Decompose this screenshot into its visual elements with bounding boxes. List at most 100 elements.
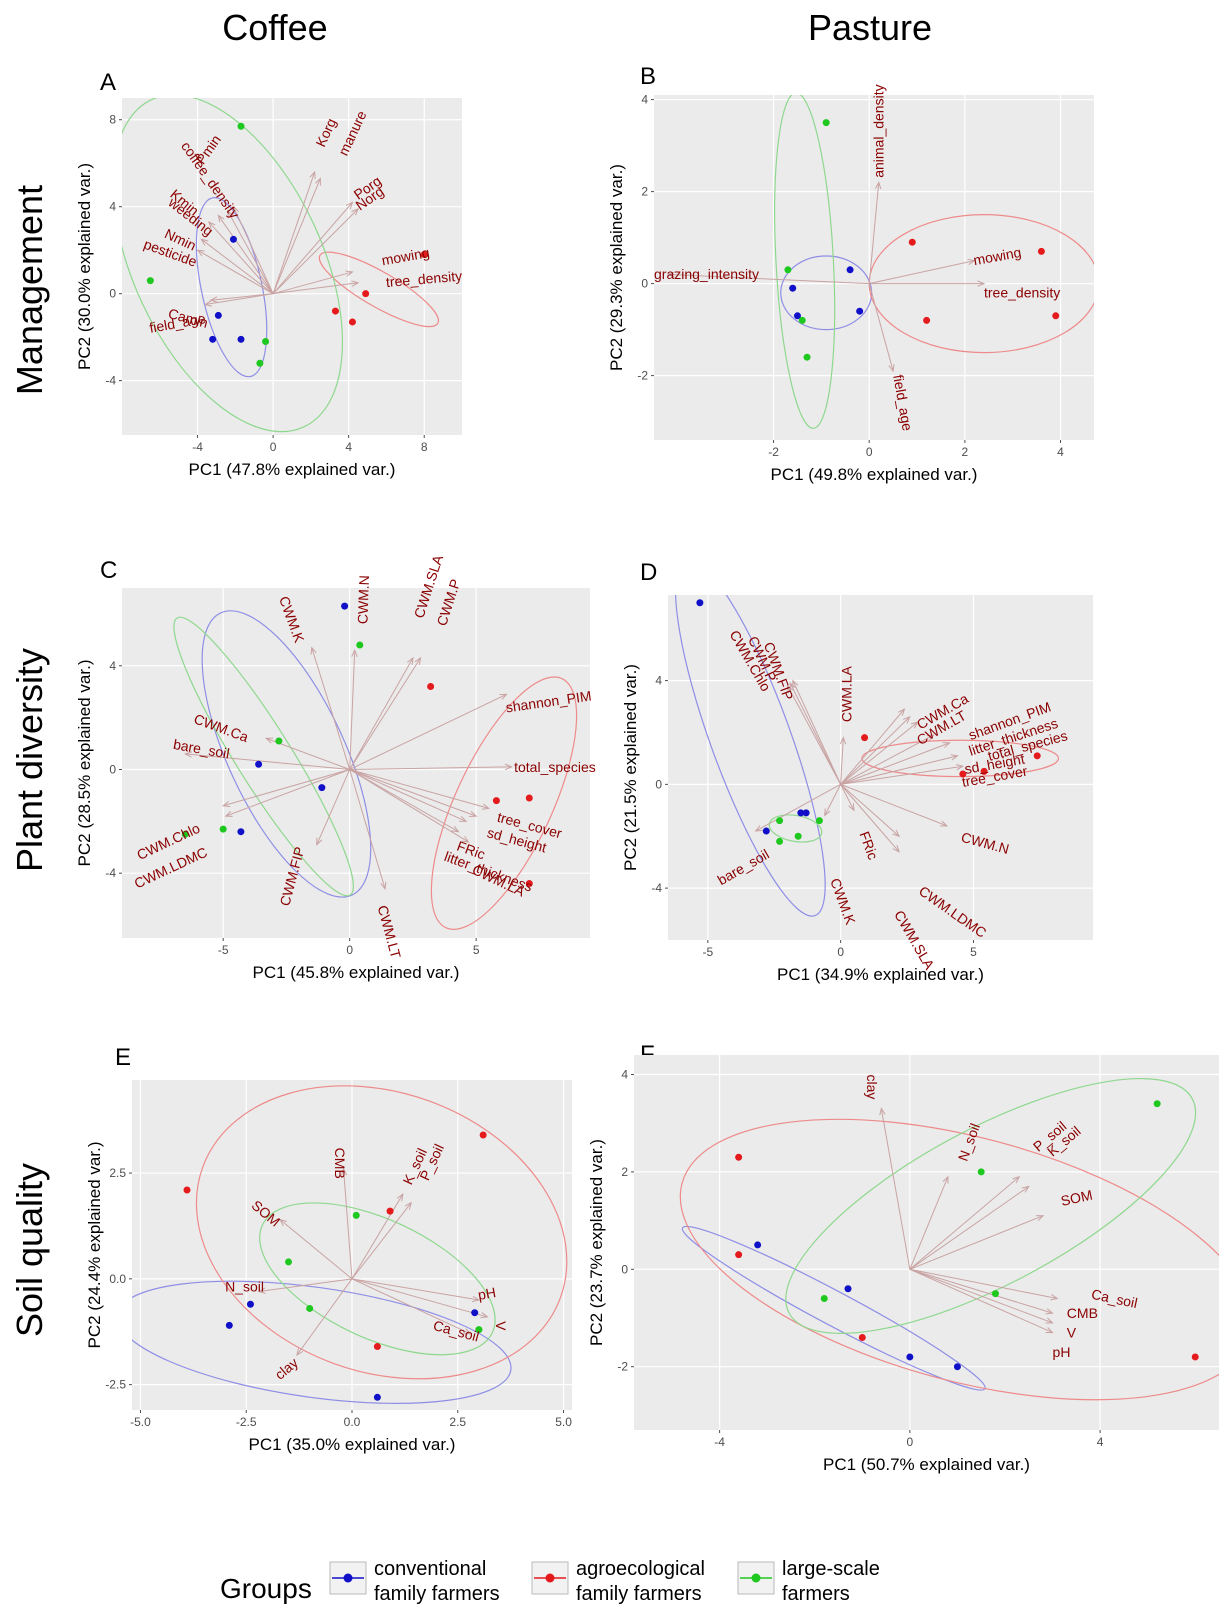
legend-label-large-scale-2: farmers [782, 1583, 850, 1605]
loading-arrow-norg [272, 208, 359, 295]
loading-label-v: V [1067, 1324, 1077, 1340]
point-large-scale [991, 1290, 999, 1298]
plot-content-b [667, 95, 1094, 429]
point-agroecological [1037, 247, 1045, 255]
point-large-scale [822, 119, 830, 127]
loading-arrowhead-weeding [208, 220, 216, 229]
loading-arrow-cwm-k [311, 647, 351, 770]
legend-dot-conventional [343, 1573, 353, 1583]
y-tick-label-b: -2 [637, 369, 648, 383]
loading-arrowhead-fric [459, 815, 468, 822]
legend-item-large-scale: large-scale farmers [737, 1558, 880, 1605]
x-tick-label-d: 5 [970, 945, 977, 959]
point-conventional [696, 599, 704, 607]
loading-arrowhead-camin [209, 296, 218, 303]
loading-arrow-p-soil [351, 1202, 412, 1280]
y-tick-label-a: 8 [109, 113, 116, 127]
loading-arrowhead-cwm-fip [792, 679, 799, 688]
loading-arrow-porg [272, 202, 353, 295]
point-conventional [797, 809, 805, 817]
point-large-scale [285, 1258, 293, 1266]
loading-arrowhead-grazing-intensity [667, 271, 676, 278]
x-tick-label-a: 4 [345, 440, 352, 454]
loading-arrowhead-norg [351, 207, 360, 216]
y-tick-label-e: -2.5 [105, 1378, 126, 1392]
x-tick-label-b: 0 [866, 445, 873, 459]
loading-arrow-mowing [869, 260, 975, 285]
loading-arrowhead-cwm-fip [316, 837, 323, 846]
panel-b: Banimal_densitygrazing_intensitymowingtr… [607, 63, 1094, 484]
point-agroecological [525, 794, 533, 802]
x-tick-label-f: 4 [1097, 1435, 1104, 1449]
loading-arrow-n-soil [258, 1278, 353, 1293]
loading-arrow-ca-soil [351, 1278, 471, 1335]
y-tick-label-f: 2 [621, 1165, 628, 1179]
loading-label-som: SOM [1059, 1187, 1094, 1209]
loading-arrow-pmin [227, 210, 274, 294]
point-conventional [856, 307, 864, 315]
point-large-scale [776, 837, 784, 845]
loading-arrow-cwm-lt [349, 769, 386, 889]
loading-arrow-cwm-p [789, 682, 842, 785]
loading-arrow-cwm-la [349, 769, 469, 843]
loading-arrowhead-fric [848, 803, 855, 812]
loading-arrowhead-cwm-chlo [221, 800, 231, 808]
point-agroecological [525, 880, 533, 888]
x-axis-label-e: PC1 (35.0% explained var.) [249, 1435, 456, 1454]
loading-arrowhead-porg [345, 201, 354, 210]
plot-area-f [634, 1055, 1219, 1430]
loading-arrow-cwm-chlo [223, 769, 350, 807]
loading-arrow-p-soil [909, 1176, 1020, 1270]
legend-label-large-scale-1: large-scale [782, 1558, 880, 1580]
loading-arrowhead-shannon-pim [910, 721, 919, 729]
loading-arrow-v [909, 1268, 1053, 1324]
loading-arrowhead-v [1045, 1317, 1054, 1324]
point-agroecological [331, 307, 339, 315]
loading-arrow-korg [272, 171, 316, 294]
loading-arrowhead-pesticide [196, 249, 205, 257]
loading-arrowhead-cwm-lt [903, 716, 911, 724]
plot-area-d [668, 595, 1093, 940]
legend-label-agroecological-2: family farmers [576, 1583, 702, 1605]
loading-arrow-som [279, 1219, 353, 1280]
point-agroecological [735, 1153, 743, 1161]
loading-arrow-kmin [217, 215, 274, 294]
point-large-scale [256, 359, 264, 367]
point-large-scale [794, 832, 802, 840]
loading-label-cwm-la: CWM.LA [838, 665, 854, 722]
row-header-soil-quality: Soil quality [9, 1163, 50, 1337]
ellipse-large-scale-c [173, 616, 354, 897]
ellipse-large-scale-b [774, 95, 836, 429]
loading-arrow-shannon-pim [840, 721, 919, 785]
loading-arrow-coffee-density [232, 206, 274, 294]
loading-arrowhead-n-soil [257, 1287, 266, 1294]
point-agroecological [908, 238, 916, 246]
loading-arrow-fric [840, 784, 855, 811]
point-agroecological [959, 770, 967, 778]
point-agroecological [858, 1333, 866, 1341]
point-large-scale [776, 817, 784, 825]
loading-label-v: V [493, 1321, 509, 1331]
point-conventional [844, 1285, 852, 1293]
loading-arrowhead-cwm-p [789, 682, 796, 691]
loading-arrow-cmb [343, 1168, 353, 1279]
x-axis-label-c: PC1 (45.8% explained var.) [253, 963, 460, 982]
point-conventional [255, 760, 263, 768]
loading-arrowhead-animal-density [875, 181, 882, 190]
loading-arrowhead-ph [1045, 1327, 1054, 1334]
loading-arrowhead-cwm-n [939, 820, 949, 827]
y-tick-label-c: 0 [109, 762, 116, 776]
x-tick-label-d: -5 [703, 945, 714, 959]
x-tick-label-f: -4 [714, 1435, 725, 1449]
loading-label-cmb: CMB [332, 1148, 348, 1179]
loading-label-grazing-intensity: grazing_intensity [654, 266, 759, 282]
loading-arrow-tree-cover [840, 765, 963, 785]
point-conventional [229, 235, 237, 243]
plot-content-e [132, 1085, 568, 1404]
point-agroecological [479, 1131, 487, 1139]
ellipse-conventional-c [201, 610, 372, 898]
x-tick-label-c: -5 [218, 943, 229, 957]
loading-arrowhead-nmin [200, 238, 209, 246]
